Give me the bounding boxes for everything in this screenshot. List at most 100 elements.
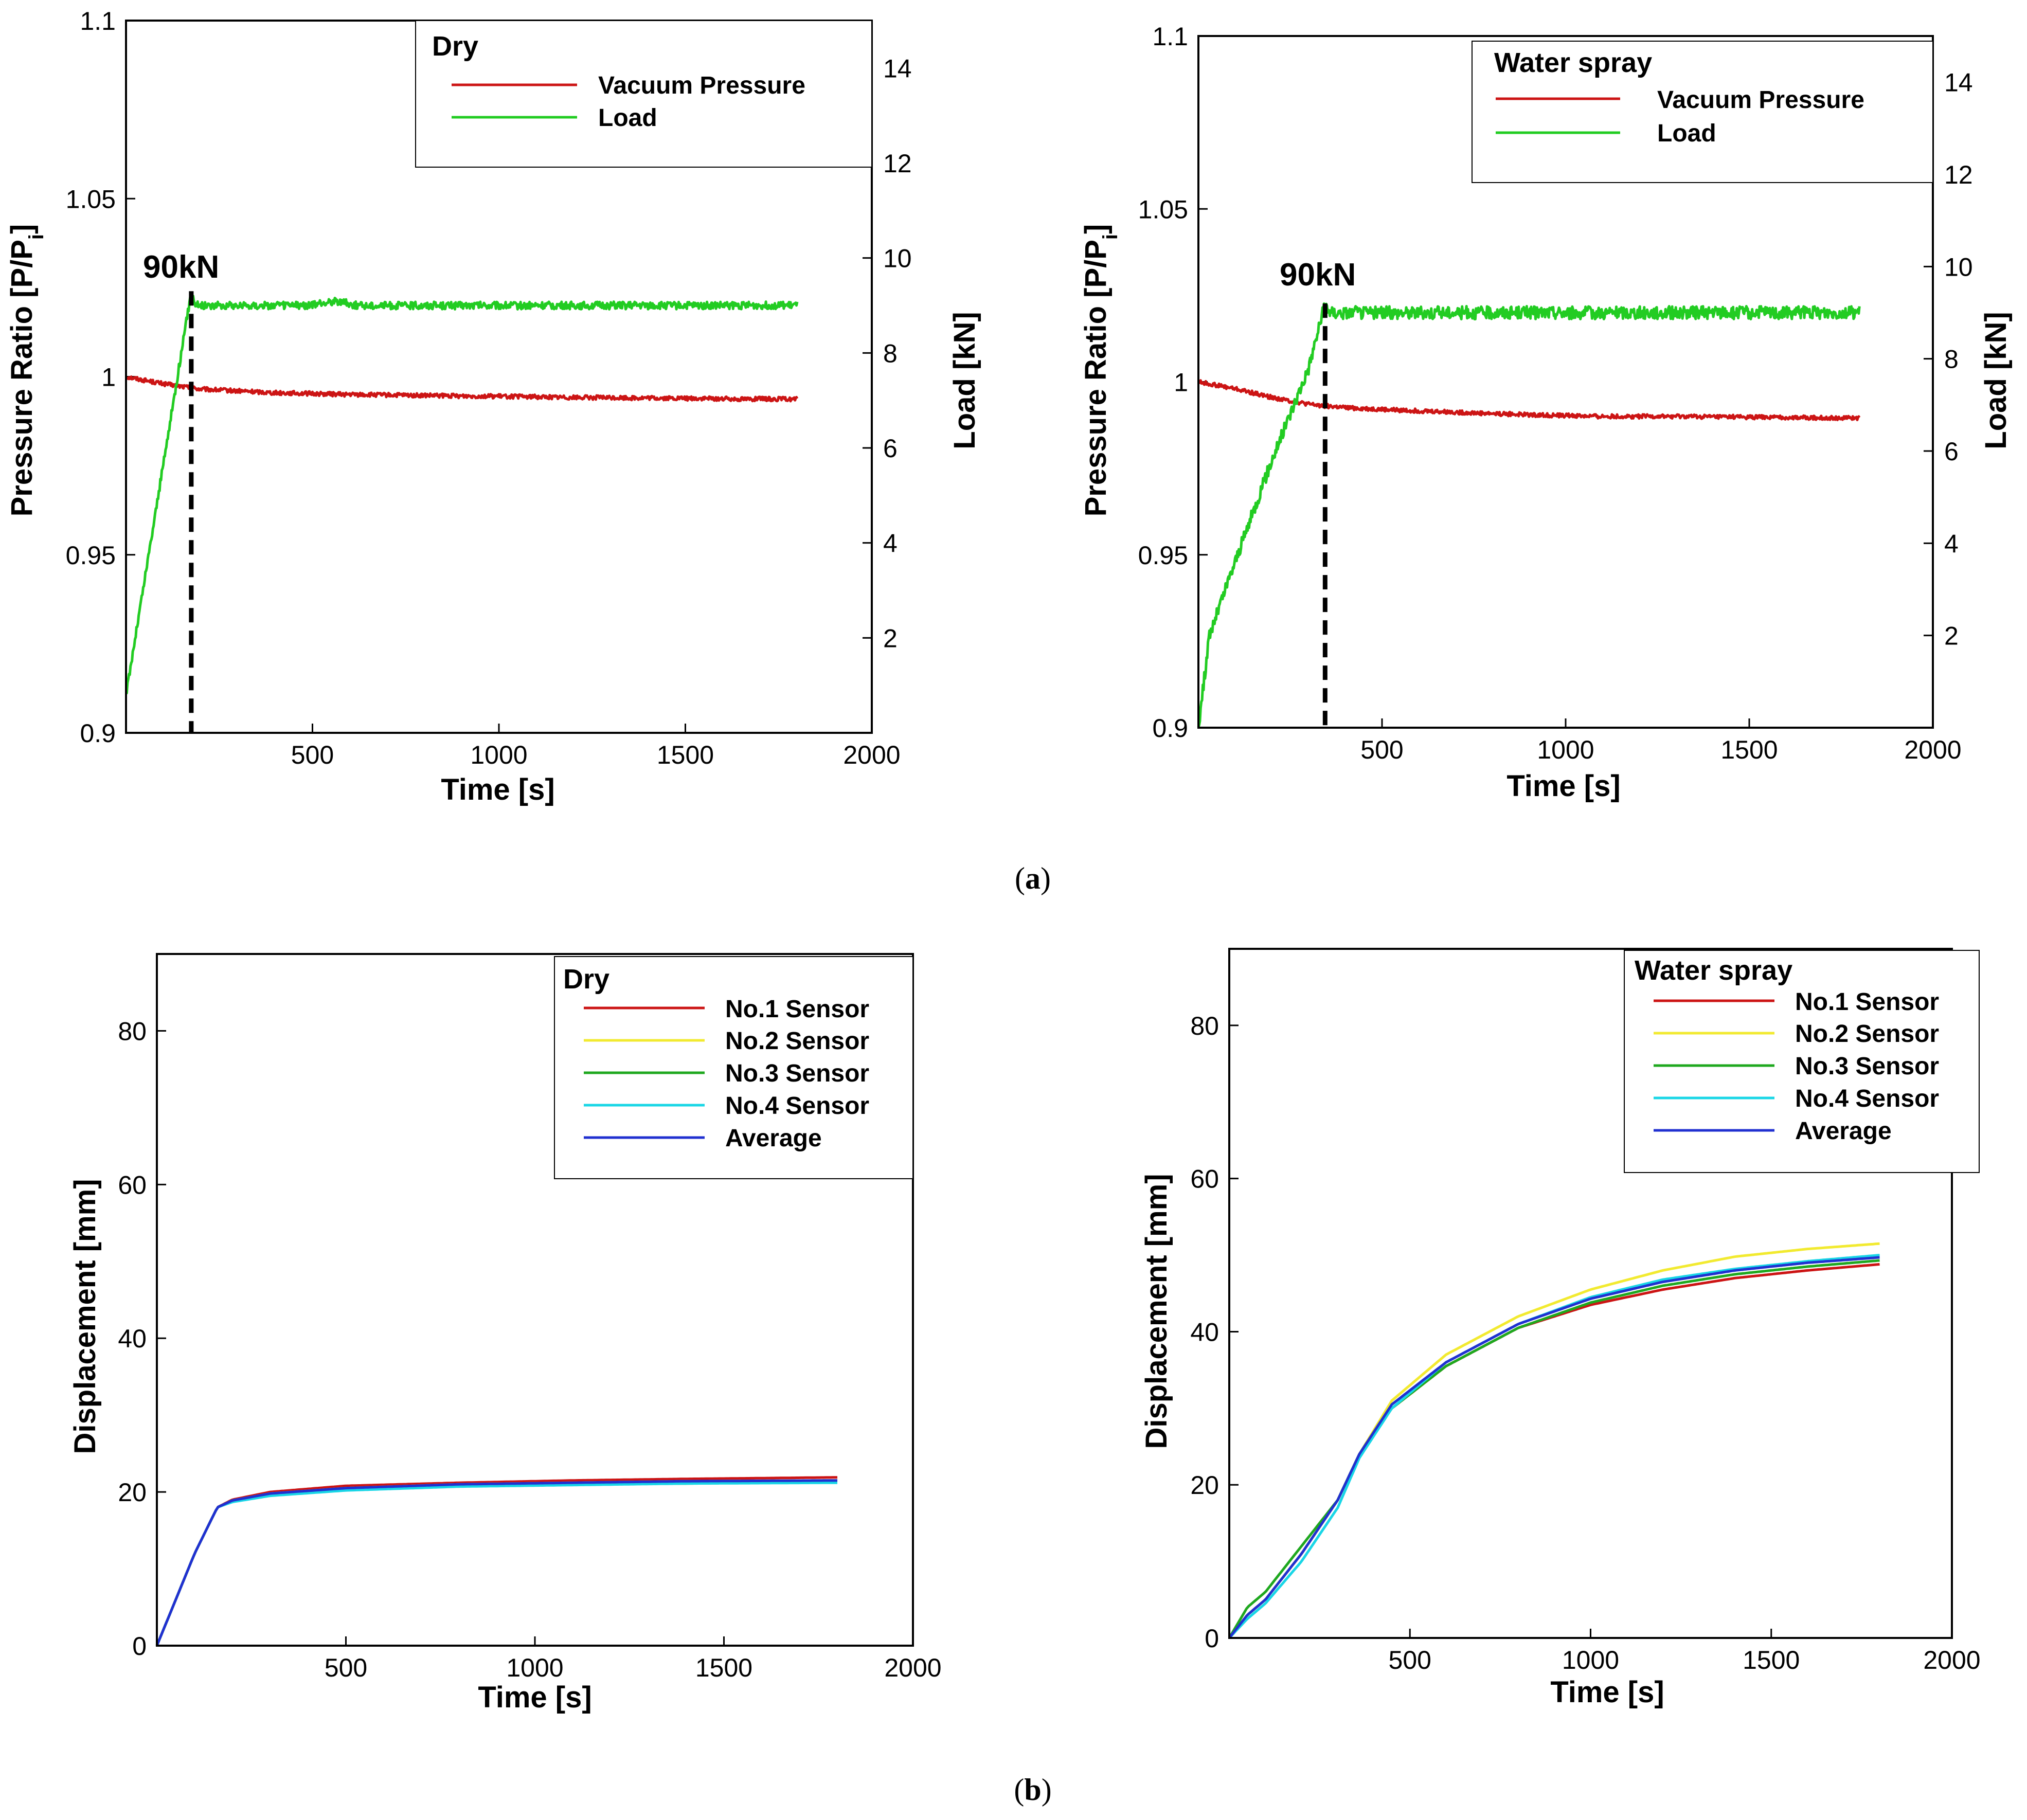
x-axis-label: Time [s] bbox=[478, 1681, 591, 1714]
y-axis-label-end: ] bbox=[1079, 224, 1113, 234]
legend-box bbox=[415, 20, 872, 168]
y-tick-label: 1.1 bbox=[1152, 22, 1188, 51]
y2-tick-label: 6 bbox=[1944, 437, 1959, 466]
y-tick-label: 1.05 bbox=[66, 185, 116, 213]
chart-a-dry: 500 1000 1500 2000 0.9 0.95 1 1.05 1.1 2 4 6 8 10 12 14 bbox=[66, 7, 912, 769]
y2-tick-label: 8 bbox=[883, 339, 898, 368]
x-tick-label: 1500 bbox=[1743, 1646, 1800, 1674]
legend-label-no2-sensor: No.2 Sensor bbox=[1795, 1020, 1939, 1048]
y-tick-label: 0.9 bbox=[1152, 714, 1188, 743]
x-tick-label: 2000 bbox=[843, 741, 900, 769]
legend-label-average: Average bbox=[725, 1125, 822, 1152]
y2-tick-label: 12 bbox=[1944, 160, 1973, 189]
y-tick-label: 0.95 bbox=[1138, 541, 1188, 570]
legend-label-no4-sensor: No.4 Sensor bbox=[725, 1092, 869, 1120]
y-tick-label: 0.95 bbox=[66, 541, 116, 570]
series-line-no-1-sensor bbox=[155, 1476, 838, 1646]
annotation-90kn: 90kN bbox=[1280, 257, 1356, 293]
legend-label-no3-sensor: No.3 Sensor bbox=[1795, 1053, 1939, 1080]
legend-title: Dry bbox=[563, 964, 609, 995]
legend-label-load: Load bbox=[1657, 120, 1716, 147]
legend-label-no3-sensor: No.3 Sensor bbox=[725, 1060, 869, 1087]
x-tick-label: 2000 bbox=[884, 1653, 941, 1682]
legend-box bbox=[1624, 950, 1980, 1173]
x-axis-label: Time [s] bbox=[1506, 769, 1620, 803]
y-tick-label: 1.1 bbox=[80, 7, 116, 35]
y2-tick-label: 14 bbox=[883, 54, 912, 83]
y-tick-label: 0 bbox=[1205, 1624, 1219, 1653]
x-tick-label: 1500 bbox=[657, 741, 714, 769]
x-tick-label: 1000 bbox=[1537, 735, 1594, 764]
y-tick-label: 20 bbox=[1190, 1471, 1219, 1500]
legend-label-load: Load bbox=[598, 104, 657, 132]
caption-b-letter: b bbox=[1024, 1773, 1041, 1807]
chart-b-dry: 500 1000 1500 2000 0 20 40 60 80 bbox=[118, 1017, 941, 1682]
series-line-load bbox=[125, 294, 799, 695]
x-tick-label: 2000 bbox=[1904, 735, 1961, 764]
y-tick-label: 1.05 bbox=[1138, 195, 1188, 224]
x-tick-label: 500 bbox=[1360, 735, 1403, 764]
y2-axis-label: Load [kN] bbox=[1979, 312, 2013, 449]
x-tick-label: 500 bbox=[291, 741, 334, 769]
y-tick-label: 40 bbox=[1190, 1318, 1219, 1346]
series-line-average bbox=[1228, 1256, 1880, 1639]
series-line-load bbox=[1197, 302, 1861, 728]
y-tick-label: 60 bbox=[118, 1170, 147, 1199]
y2-tick-label: 14 bbox=[1944, 68, 1973, 97]
y-tick-label: 0 bbox=[132, 1632, 147, 1661]
legend-label-no1-sensor: No.1 Sensor bbox=[725, 996, 869, 1023]
panel-b-water-spray: 500 1000 1500 2000 0 20 40 60 80 Water spray No.… bbox=[1140, 948, 1981, 1709]
y2-tick-label: 12 bbox=[883, 149, 912, 178]
legend-box bbox=[1472, 41, 1933, 183]
x-axis-label: Time [s] bbox=[441, 773, 554, 806]
y-tick-label: 80 bbox=[118, 1017, 147, 1046]
y-tick-label: 60 bbox=[1190, 1165, 1219, 1194]
legend-label-no1-sensor: No.1 Sensor bbox=[1795, 988, 1939, 1016]
caption-b: (b) bbox=[1014, 1773, 1051, 1807]
y2-tick-label: 10 bbox=[883, 244, 912, 273]
plot-frame bbox=[1197, 35, 1934, 729]
caption-a: (a) bbox=[1015, 861, 1051, 895]
panel-a-dry: 90kN 500 1000 1500 2000 0.9 0.95 1 1.05 1.1 2 4 6 8 1… bbox=[5, 7, 981, 806]
y-axis-label: Pressure Ratio [P/Pi] bbox=[5, 224, 48, 517]
legend-title: Water spray bbox=[1635, 955, 1792, 986]
y2-tick-label: 4 bbox=[883, 529, 898, 558]
series-line-vacuum-pressure bbox=[1197, 379, 1861, 421]
x-tick-label: 1500 bbox=[1720, 735, 1778, 764]
x-tick-label: 1000 bbox=[1562, 1646, 1619, 1674]
x-tick-label: 500 bbox=[1389, 1646, 1431, 1674]
y2-tick-label: 2 bbox=[883, 624, 898, 653]
y-axis-label-main: Pressure Ratio [P/P bbox=[1079, 240, 1113, 516]
y2-tick-label: 2 bbox=[1944, 622, 1959, 651]
legend-label-no4-sensor: No.4 Sensor bbox=[1795, 1085, 1939, 1112]
x-tick-label: 1500 bbox=[695, 1653, 752, 1682]
y-tick-label: 0.9 bbox=[80, 719, 116, 748]
x-tick-label: 500 bbox=[325, 1653, 367, 1682]
series-line-average bbox=[155, 1479, 837, 1646]
legend-box bbox=[554, 956, 913, 1179]
panel-b-dry: 500 1000 1500 2000 0 20 40 60 80 Dry No.1 Sensor… bbox=[68, 953, 942, 1714]
caption-a-letter: a bbox=[1025, 861, 1041, 895]
y-tick-label: 20 bbox=[118, 1478, 147, 1507]
y2-tick-label: 4 bbox=[1944, 529, 1959, 558]
y-tick-label: 40 bbox=[118, 1324, 147, 1353]
legend-title: Water spray bbox=[1494, 47, 1652, 78]
y-axis-label-sub: i bbox=[25, 234, 48, 240]
legend-label-vacuum-pressure: Vacuum Pressure bbox=[598, 72, 805, 99]
legend-label-no2-sensor: No.2 Sensor bbox=[725, 1028, 869, 1055]
x-tick-label: 2000 bbox=[1923, 1646, 1980, 1674]
chart-b-water-spray: 500 1000 1500 2000 0 20 40 60 80 bbox=[1190, 1012, 1980, 1674]
y-tick-label: 80 bbox=[1190, 1012, 1219, 1040]
panel-a-water-spray: 90kN 500 1000 1500 2000 0.9 0.95 1 1.05 1.1 2 4 6 8 1… bbox=[1079, 22, 2013, 803]
legend-label-average: Average bbox=[1795, 1118, 1892, 1145]
y2-tick-label: 8 bbox=[1944, 345, 1959, 374]
y-tick-label: 1 bbox=[1174, 368, 1188, 397]
x-axis-label: Time [s] bbox=[1550, 1675, 1664, 1709]
y-tick-label: 1 bbox=[101, 363, 116, 392]
y2-tick-label: 6 bbox=[883, 434, 898, 463]
y-axis-label: Displacement [mm] bbox=[1140, 1174, 1173, 1449]
legend-title: Dry bbox=[432, 31, 478, 62]
series-line-vacuum-pressure bbox=[124, 375, 799, 403]
y-axis-label-sub: i bbox=[1099, 234, 1122, 240]
